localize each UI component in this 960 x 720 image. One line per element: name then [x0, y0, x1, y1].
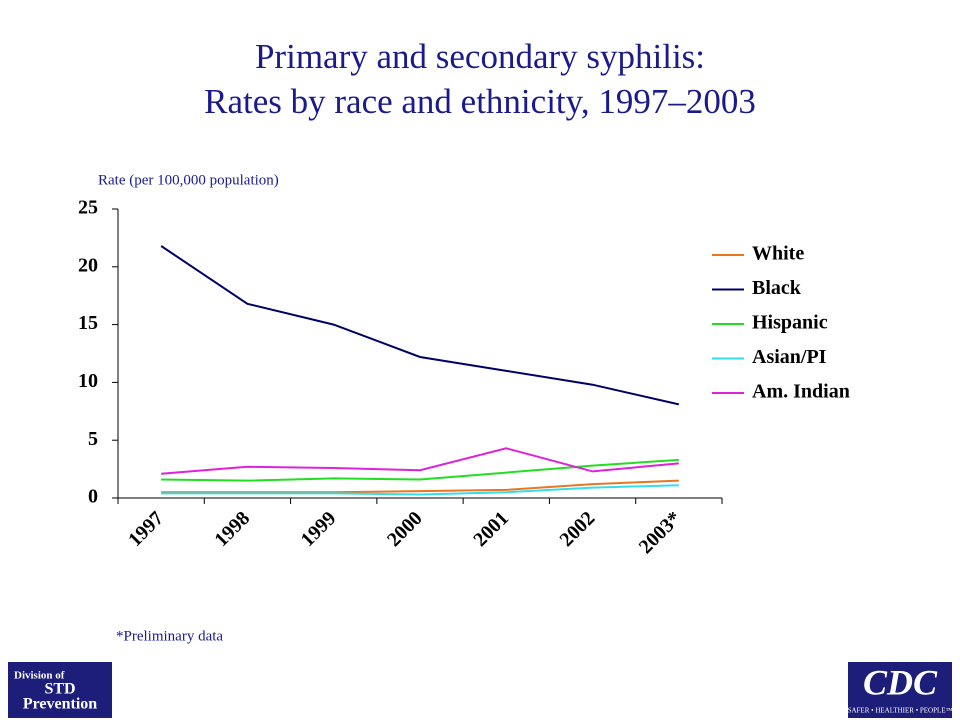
y-tick-label: 10 [78, 370, 98, 392]
logo-text: Prevention [23, 696, 97, 713]
y-tick-label: 5 [88, 428, 98, 450]
y-axis-label: Rate (per 100,000 population) [98, 172, 279, 188]
legend-label: Black [752, 277, 802, 299]
y-tick-label: 15 [78, 312, 98, 334]
x-tick-label: 2000 [383, 507, 427, 551]
chart-subtitle: Rates by race and ethnicity, 1997–2003 [204, 82, 756, 121]
x-tick-label: 1997 [124, 507, 168, 551]
x-tick-label: 1998 [210, 507, 254, 551]
legend-label: Asian/PI [752, 346, 827, 368]
x-tick-label: 2002 [556, 507, 600, 551]
legend-label: Hispanic [752, 312, 828, 334]
series-line [161, 447, 679, 475]
y-tick-label: 0 [88, 486, 98, 508]
series-line [161, 484, 679, 496]
legend-label: Am. Indian [752, 381, 850, 403]
cdc-logo [848, 662, 952, 718]
logo-text: STD [44, 681, 75, 698]
series-line [161, 479, 679, 494]
x-tick-label: 1999 [297, 507, 341, 551]
logo-text: Division of [14, 670, 65, 682]
chart-title: Primary and secondary syphilis: [255, 37, 705, 76]
x-tick-label: 2001 [469, 507, 513, 551]
logo-text: SAFER • HEALTHIER • PEOPLE™ [848, 707, 953, 715]
series-line [160, 245, 680, 406]
std-logo [8, 662, 112, 718]
series-line [161, 458, 679, 482]
legend-label: White [752, 243, 804, 265]
footnote: *Preliminary data [116, 628, 223, 644]
y-tick-label: 25 [78, 197, 98, 219]
y-tick-label: 20 [78, 254, 98, 276]
x-tick-label: 2003* [635, 507, 686, 558]
logo-text: CDC [863, 662, 938, 702]
